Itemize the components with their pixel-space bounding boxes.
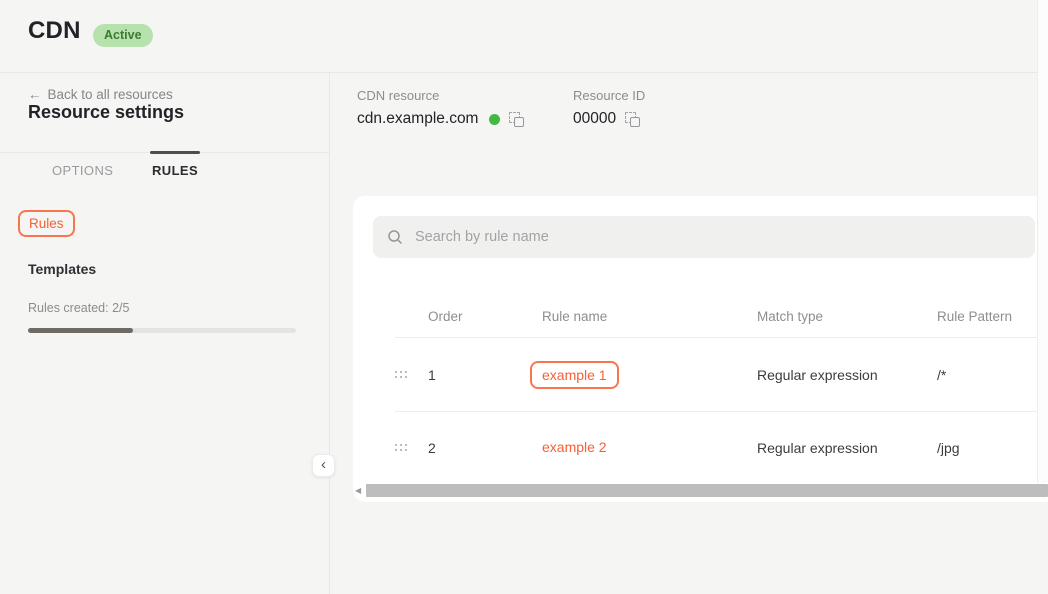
column-header-rule-name: Rule name (542, 308, 608, 324)
search-icon (388, 230, 402, 244)
rule-match-type: Regular expression (757, 366, 878, 383)
search-input[interactable] (413, 228, 1021, 246)
column-header-order: Order (428, 308, 463, 324)
tab-options[interactable]: OPTIONS (52, 163, 114, 178)
resource-id-value: 00000 (573, 110, 617, 127)
copy-icon[interactable] (509, 111, 525, 127)
back-arrow-icon: ← (28, 87, 42, 102)
table-header-row: Order Rule name Match type Rule Pattern (395, 295, 1048, 338)
table-row: 2 example 2 Regular expression /jpg (395, 412, 1048, 483)
rule-name-link[interactable]: example 1 (530, 360, 619, 389)
settings-sidebar: ← Back to all resources Resource settings… (0, 73, 330, 594)
app-header: CDN Active (0, 0, 1048, 73)
rule-order: 2 (428, 439, 436, 456)
sidebar-title: Resource settings (28, 102, 185, 122)
resource-id-value-row: 00000 (573, 110, 641, 128)
column-header-match-type: Match type (757, 308, 824, 324)
status-badge: Active (93, 24, 153, 47)
rules-card: Order Rule name Match type Rule Pattern … (353, 196, 1048, 502)
cdn-resource-value: cdn.example.com (357, 110, 479, 127)
tab-rules[interactable]: RULES (149, 151, 201, 178)
cdn-resource-value-row: cdn.example.com (357, 110, 525, 128)
rule-order: 1 (428, 366, 436, 383)
rules-created-counter: Rules created: 2/5 (28, 301, 130, 315)
page-title: CDN (28, 17, 81, 44)
column-header-rule-pattern: Rule Pattern (937, 308, 1013, 324)
back-link-label: Back to all resources (47, 87, 173, 102)
vertical-scroll-gutter (1037, 0, 1048, 483)
back-to-resources-link[interactable]: ← Back to all resources (28, 87, 173, 102)
horizontal-scrollbar[interactable]: ◀ (353, 483, 1048, 498)
rules-table: Order Rule name Match type Rule Pattern … (353, 295, 1048, 483)
settings-tabs: OPTIONS RULES (0, 151, 330, 192)
table-row: 1 example 1 Regular expression /* (395, 338, 1048, 412)
status-dot-icon (489, 113, 501, 125)
rules-progress-bar (28, 328, 296, 333)
cdn-resource-label: CDN resource (357, 88, 440, 103)
rule-search-box (373, 216, 1035, 258)
scroll-left-arrow-icon[interactable]: ◀ (355, 486, 362, 495)
rule-pattern: /jpg (937, 439, 960, 456)
rule-match-type: Regular expression (757, 439, 878, 456)
scrollbar-thumb[interactable] (366, 484, 1048, 497)
chevron-left-icon: ‹ (321, 456, 326, 473)
drag-handle-icon[interactable] (395, 370, 408, 379)
copy-icon[interactable] (625, 111, 641, 127)
sidebar-item-templates[interactable]: Templates (28, 261, 97, 277)
drag-handle-icon[interactable] (395, 443, 408, 452)
sidebar-item-rules[interactable]: Rules (18, 210, 75, 237)
rule-name-link[interactable]: example 2 (542, 438, 607, 455)
sidebar-collapse-button[interactable]: ‹ (312, 454, 335, 477)
resource-id-label: Resource ID (573, 88, 646, 103)
rule-pattern: /* (937, 366, 947, 383)
rules-progress-fill (28, 328, 133, 333)
